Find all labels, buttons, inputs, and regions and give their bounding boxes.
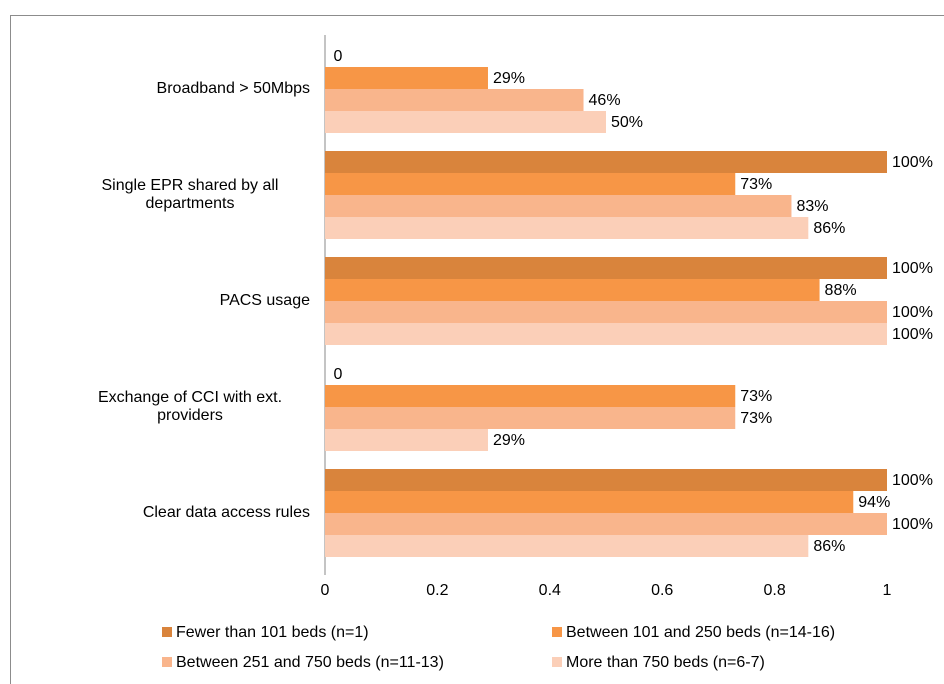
- bar: [325, 301, 887, 323]
- data-label: 86%: [813, 220, 845, 237]
- bar: [325, 67, 488, 89]
- y-tick-label: Broadband > 50Mbps: [156, 80, 310, 97]
- data-label: 100%: [892, 304, 933, 321]
- data-label: 73%: [740, 410, 772, 427]
- category-label: Exchange of CCI with ext. providers: [97, 389, 283, 424]
- chart-border: [10, 15, 944, 684]
- y-tick-label: PACS usage: [219, 292, 310, 309]
- data-label: 0: [334, 366, 343, 383]
- x-tick-label: 1: [883, 582, 892, 599]
- data-label: 29%: [493, 432, 525, 449]
- x-tick-label: 0.4: [539, 582, 561, 599]
- data-label: 50%: [611, 114, 643, 131]
- legend-label: Between 251 and 750 beds (n=11-13): [176, 654, 444, 671]
- data-label: 83%: [796, 198, 828, 215]
- data-label: 100%: [892, 260, 933, 277]
- category-label: PACS usage: [219, 292, 310, 309]
- data-label: 100%: [892, 472, 933, 489]
- bar: [325, 513, 887, 535]
- y-tick-label: Exchange of CCI with ext. providers: [97, 389, 283, 424]
- bar: [325, 89, 584, 111]
- bar: [325, 469, 887, 491]
- data-label: 86%: [813, 538, 845, 555]
- bar: [325, 385, 736, 407]
- bar: [325, 195, 792, 217]
- legend-swatch: [162, 627, 172, 637]
- bar: [325, 407, 736, 429]
- legend-label: More than 750 beds (n=6-7): [566, 654, 765, 671]
- x-tick-label: 0.6: [651, 582, 673, 599]
- y-tick-label: Clear data access rules: [142, 504, 310, 521]
- category-label: Clear data access rules: [142, 504, 310, 521]
- bar: [325, 257, 887, 279]
- y-tick-label: Single EPR shared by all departments: [101, 177, 279, 212]
- data-label: 100%: [892, 516, 933, 533]
- category-label: Broadband > 50Mbps: [156, 80, 310, 97]
- legend-swatch: [162, 657, 172, 667]
- data-label: 94%: [858, 494, 890, 511]
- legend-label: Between 101 and 250 beds (n=14-16): [566, 624, 835, 641]
- bar: [325, 111, 606, 133]
- data-label: 46%: [589, 92, 621, 109]
- x-tick-label: 0: [321, 582, 330, 599]
- bar: [325, 151, 887, 173]
- data-label: 100%: [892, 326, 933, 343]
- data-label: 73%: [740, 176, 772, 193]
- bar: [325, 279, 820, 301]
- data-label: 29%: [493, 70, 525, 87]
- data-label: 100%: [892, 154, 933, 171]
- bar: [325, 535, 809, 557]
- data-label: 73%: [740, 388, 772, 405]
- category-label: Single EPR shared by all departments: [101, 177, 279, 212]
- bar: [325, 491, 854, 513]
- legend-swatch: [552, 657, 562, 667]
- bar: [325, 173, 736, 195]
- x-tick-label: 0.2: [426, 582, 448, 599]
- data-label: 0: [334, 48, 343, 65]
- bar: [325, 323, 887, 345]
- x-tick-label: 0.8: [763, 582, 785, 599]
- legend-label: Fewer than 101 beds (n=1): [176, 624, 369, 641]
- data-label: 88%: [825, 282, 857, 299]
- bar: [325, 217, 809, 239]
- legend-swatch: [552, 627, 562, 637]
- bar: [325, 429, 488, 451]
